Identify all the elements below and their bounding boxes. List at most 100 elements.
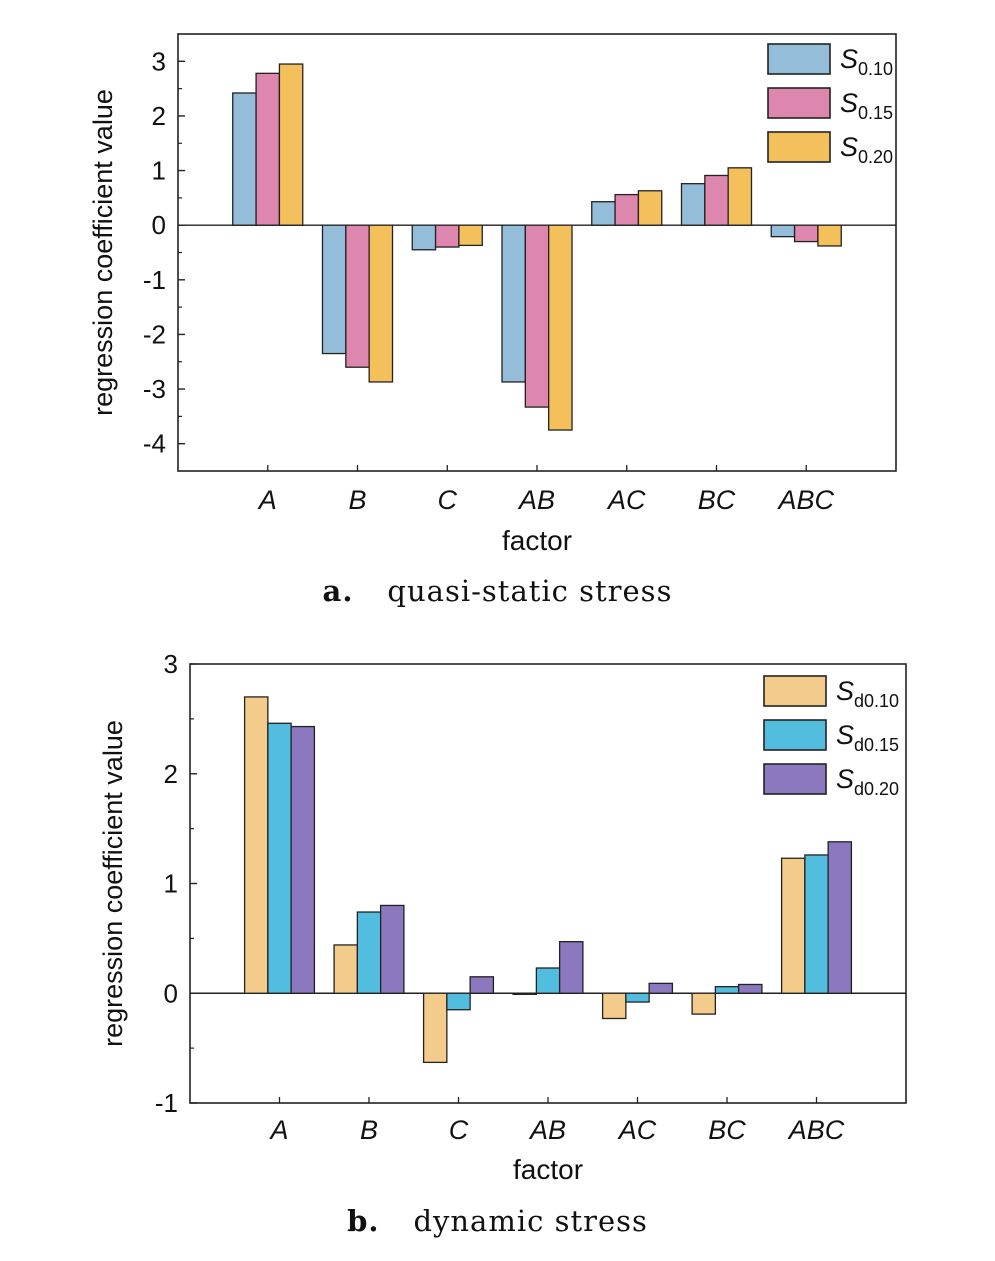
bar-BC-d0.10	[691, 992, 717, 1015]
bar-AC-0.15	[614, 193, 640, 226]
y-tick-label: 2	[152, 101, 166, 131]
legend-subscript: d0.15	[854, 735, 899, 755]
bar-BC-d0.15	[714, 986, 740, 994]
y-tick-label: 2	[164, 759, 178, 789]
legend-label: Sd0.10	[836, 676, 899, 711]
bar-B-d0.10	[333, 944, 359, 994]
bar-B-0.10	[321, 224, 347, 355]
x-tick-label: A	[257, 485, 277, 515]
legend-subscript: 0.20	[858, 147, 893, 167]
x-tick-label: AB	[517, 485, 555, 515]
bar-AB-0.20	[548, 224, 573, 431]
legend-subscript: 0.15	[858, 103, 893, 123]
caption-a: a. quasi-static stress	[0, 574, 995, 608]
caption-b: b. dynamic stress	[0, 1204, 995, 1238]
bar-C-d0.15	[446, 992, 471, 1011]
bar-AC-d0.15	[625, 992, 650, 1003]
bar-A-0.15	[255, 72, 281, 226]
legend-swatch	[763, 763, 827, 795]
bar-C-0.20	[458, 224, 483, 247]
bar-BC-d0.20	[737, 983, 763, 994]
y-tick-label: -1	[143, 265, 166, 295]
y-tick-label: -2	[143, 319, 166, 349]
legend-swatch	[767, 43, 831, 75]
legend-subscript: d0.20	[854, 779, 899, 799]
bar-ABC-0.10	[770, 224, 796, 238]
x-tick-label: ABC	[776, 485, 834, 515]
y-tick-label: 1	[152, 156, 166, 186]
legend-label: S0.10	[840, 44, 893, 79]
x-axis-label: factor	[502, 525, 572, 556]
bar-AC-0.20	[637, 190, 663, 226]
caption-b-letter: b.	[347, 1204, 380, 1238]
x-tick-label: B	[348, 485, 366, 515]
bar-A-d0.10	[243, 696, 269, 994]
legend-label: Sd0.15	[836, 720, 899, 755]
legend: Sd0.10 Sd0.15 Sd0.20	[763, 675, 899, 799]
y-tick-label: -4	[143, 429, 166, 459]
x-tick-label: AB	[528, 1115, 566, 1145]
x-tick-label: BC	[708, 1115, 746, 1145]
bar-C-d0.20	[469, 976, 495, 994]
caption-a-text: quasi-static stress	[387, 574, 673, 608]
y-tick-label: 0	[152, 210, 166, 240]
bar-AB-0.15	[524, 224, 550, 408]
bar-ABC-d0.15	[804, 854, 829, 994]
legend-swatch	[763, 719, 827, 751]
bar-B-d0.15	[356, 911, 382, 994]
legend-swatch	[763, 675, 827, 707]
x-tick-label: AC	[617, 1115, 657, 1145]
bar-BC-0.10	[680, 183, 706, 226]
y-tick-label: -1	[155, 1088, 178, 1118]
y-axis-label: regression coefficient value	[98, 720, 128, 1047]
bar-AB-d0.15	[535, 967, 561, 994]
x-tick-label: BC	[698, 485, 736, 515]
legend-swatch	[767, 87, 831, 119]
bar-B-d0.20	[379, 904, 405, 994]
legend-subscript: 0.10	[858, 59, 893, 79]
y-tick-label: 0	[164, 978, 178, 1008]
legend-subscript: d0.10	[854, 691, 899, 711]
x-tick-label: C	[438, 485, 458, 515]
bar-ABC-0.20	[817, 224, 842, 247]
y-tick-label: -3	[143, 374, 166, 404]
bar-AC-d0.10	[601, 992, 627, 1020]
x-axis-label: factor	[513, 1154, 583, 1185]
bar-BC-0.20	[727, 167, 753, 226]
bar-A-d0.15	[267, 722, 292, 994]
bar-C-0.10	[411, 224, 437, 251]
caption-b-text: dynamic stress	[413, 1204, 648, 1238]
x-tick-label: C	[449, 1115, 469, 1145]
bar-A-0.10	[232, 92, 257, 226]
bar-AB-0.10	[501, 224, 526, 383]
bar-ABC-0.15	[793, 224, 819, 243]
legend-swatch	[767, 131, 831, 163]
y-tick-label: 3	[152, 46, 166, 76]
legend-label: S0.20	[840, 132, 893, 167]
y-axis-label: regression coefficient value	[88, 89, 118, 416]
legend: S0.10 S0.15 S0.20	[767, 43, 893, 167]
bar-AC-0.10	[591, 201, 616, 226]
x-tick-label: B	[360, 1115, 378, 1145]
bar-A-d0.20	[290, 725, 316, 994]
bar-C-d0.10	[422, 992, 448, 1064]
y-tick-label: 3	[164, 649, 178, 679]
bar-ABC-d0.20	[827, 841, 853, 994]
bar-AC-d0.20	[648, 982, 674, 994]
legend-label: S0.15	[840, 88, 893, 123]
caption-a-letter: a.	[322, 574, 354, 608]
bar-ABC-d0.10	[780, 857, 806, 994]
x-tick-label: A	[268, 1115, 288, 1145]
y-tick-label: 1	[164, 869, 178, 899]
bar-AB-d0.20	[558, 941, 584, 994]
bar-B-0.20	[368, 224, 394, 383]
bar-A-0.20	[278, 63, 304, 226]
legend-label: Sd0.20	[836, 764, 899, 799]
bar-B-0.15	[345, 224, 370, 368]
bar-BC-0.15	[704, 174, 729, 226]
bar-AB-d0.10	[512, 992, 538, 995]
x-tick-label: AC	[606, 485, 646, 515]
